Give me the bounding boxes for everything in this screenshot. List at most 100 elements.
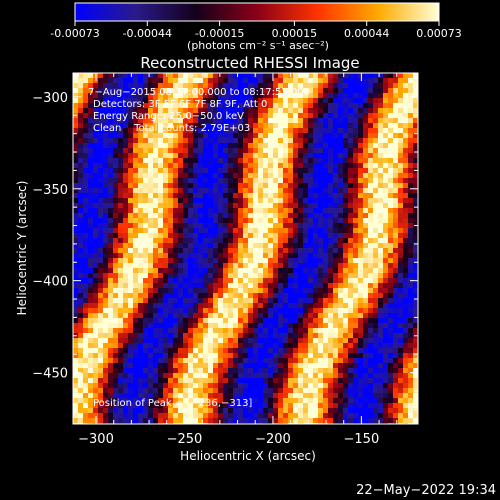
heatmap-cell [103,403,109,409]
heatmap-cell [398,383,404,389]
heatmap-cell [408,118,414,124]
heatmap-cell [203,383,209,389]
heatmap-cell [348,273,354,279]
heatmap-cell [283,243,289,249]
heatmap-cell [258,108,264,114]
heatmap-cell [248,413,254,419]
heatmap-cell [98,228,104,234]
heatmap-cell [388,98,394,104]
heatmap-cell [143,298,149,304]
heatmap-cell [248,318,254,324]
heatmap-cell [313,318,319,324]
heatmap-cell [403,193,409,199]
heatmap-cell [298,383,304,389]
heatmap-cell [308,163,314,169]
heatmap-cell [348,383,354,389]
heatmap-cell [233,93,239,99]
heatmap-cell [118,188,124,194]
heatmap-cell [208,208,214,214]
heatmap-cell [393,73,399,79]
heatmap-cell [388,218,394,224]
heatmap-cell [233,203,239,209]
heatmap-cell [78,118,84,124]
heatmap-cell [353,248,359,254]
heatmap-cell [393,418,399,424]
heatmap-cell [108,393,114,399]
heatmap-cell [413,163,418,169]
heatmap-cell [263,253,269,259]
heatmap-cell [368,108,374,114]
heatmap-cell [323,218,329,224]
heatmap-cell [198,138,204,144]
heatmap-cell [273,403,279,409]
heatmap-cell [298,333,304,339]
heatmap-cell [283,328,289,334]
heatmap-cell [373,88,379,94]
heatmap-cell [228,368,234,374]
heatmap-cell [233,223,239,229]
heatmap-cell [218,323,224,329]
heatmap-cell [128,398,134,404]
heatmap-cell [273,283,279,289]
heatmap-cell [373,418,379,424]
heatmap-cell [193,258,199,264]
heatmap-cell [73,348,79,354]
heatmap-cell [353,263,359,269]
heatmap-cell [128,258,134,264]
heatmap-cell [148,328,154,334]
heatmap-cell [83,138,89,144]
heatmap-cell [408,308,414,314]
heatmap-cell [298,273,304,279]
heatmap-cell [128,408,134,414]
heatmap-cell [198,393,204,399]
heatmap-cell [403,398,409,404]
heatmap-cell [358,243,364,249]
heatmap-cell [308,313,314,319]
heatmap-cell [198,88,204,94]
heatmap-cell [298,218,304,224]
heatmap-cell [268,83,274,89]
heatmap-cell [283,228,289,234]
heatmap-cell [118,133,124,139]
heatmap-cell [173,333,179,339]
heatmap-cell [183,138,189,144]
heatmap-cell [338,323,344,329]
heatmap-cell [273,393,279,399]
heatmap-cell [83,298,89,304]
heatmap-cell [368,158,374,164]
heatmap-cell [153,138,159,144]
heatmap-cell [208,268,214,274]
heatmap-cell [413,263,418,269]
heatmap-cell [103,263,109,269]
heatmap-cell [118,98,124,104]
heatmap-cell [273,263,279,269]
heatmap-cell [113,113,119,119]
heatmap-cell [203,293,209,299]
heatmap-cell [388,178,394,184]
heatmap-cell [263,153,269,159]
heatmap-cell [178,133,184,139]
heatmap-cell [268,378,274,384]
heatmap-cell [193,198,199,204]
heatmap-cell [103,223,109,229]
heatmap-cell [353,403,359,409]
heatmap-cell [273,273,279,279]
heatmap-cell [343,168,349,174]
heatmap-cell [208,418,214,424]
heatmap-cell [313,383,319,389]
heatmap-cell [413,243,418,249]
heatmap-cell [383,263,389,269]
heatmap-cell [213,383,219,389]
heatmap-cell [318,358,324,364]
heatmap-cell [198,143,204,149]
heatmap-cell [403,308,409,314]
heatmap-cell [178,318,184,324]
heatmap-cell [188,418,194,424]
heatmap-cell [243,248,249,254]
heatmap-cell [153,388,159,394]
heatmap-cell [208,213,214,219]
heatmap-cell [88,198,94,204]
heatmap-cell [198,203,204,209]
heatmap-cell [73,238,79,244]
heatmap-cell [303,93,309,99]
